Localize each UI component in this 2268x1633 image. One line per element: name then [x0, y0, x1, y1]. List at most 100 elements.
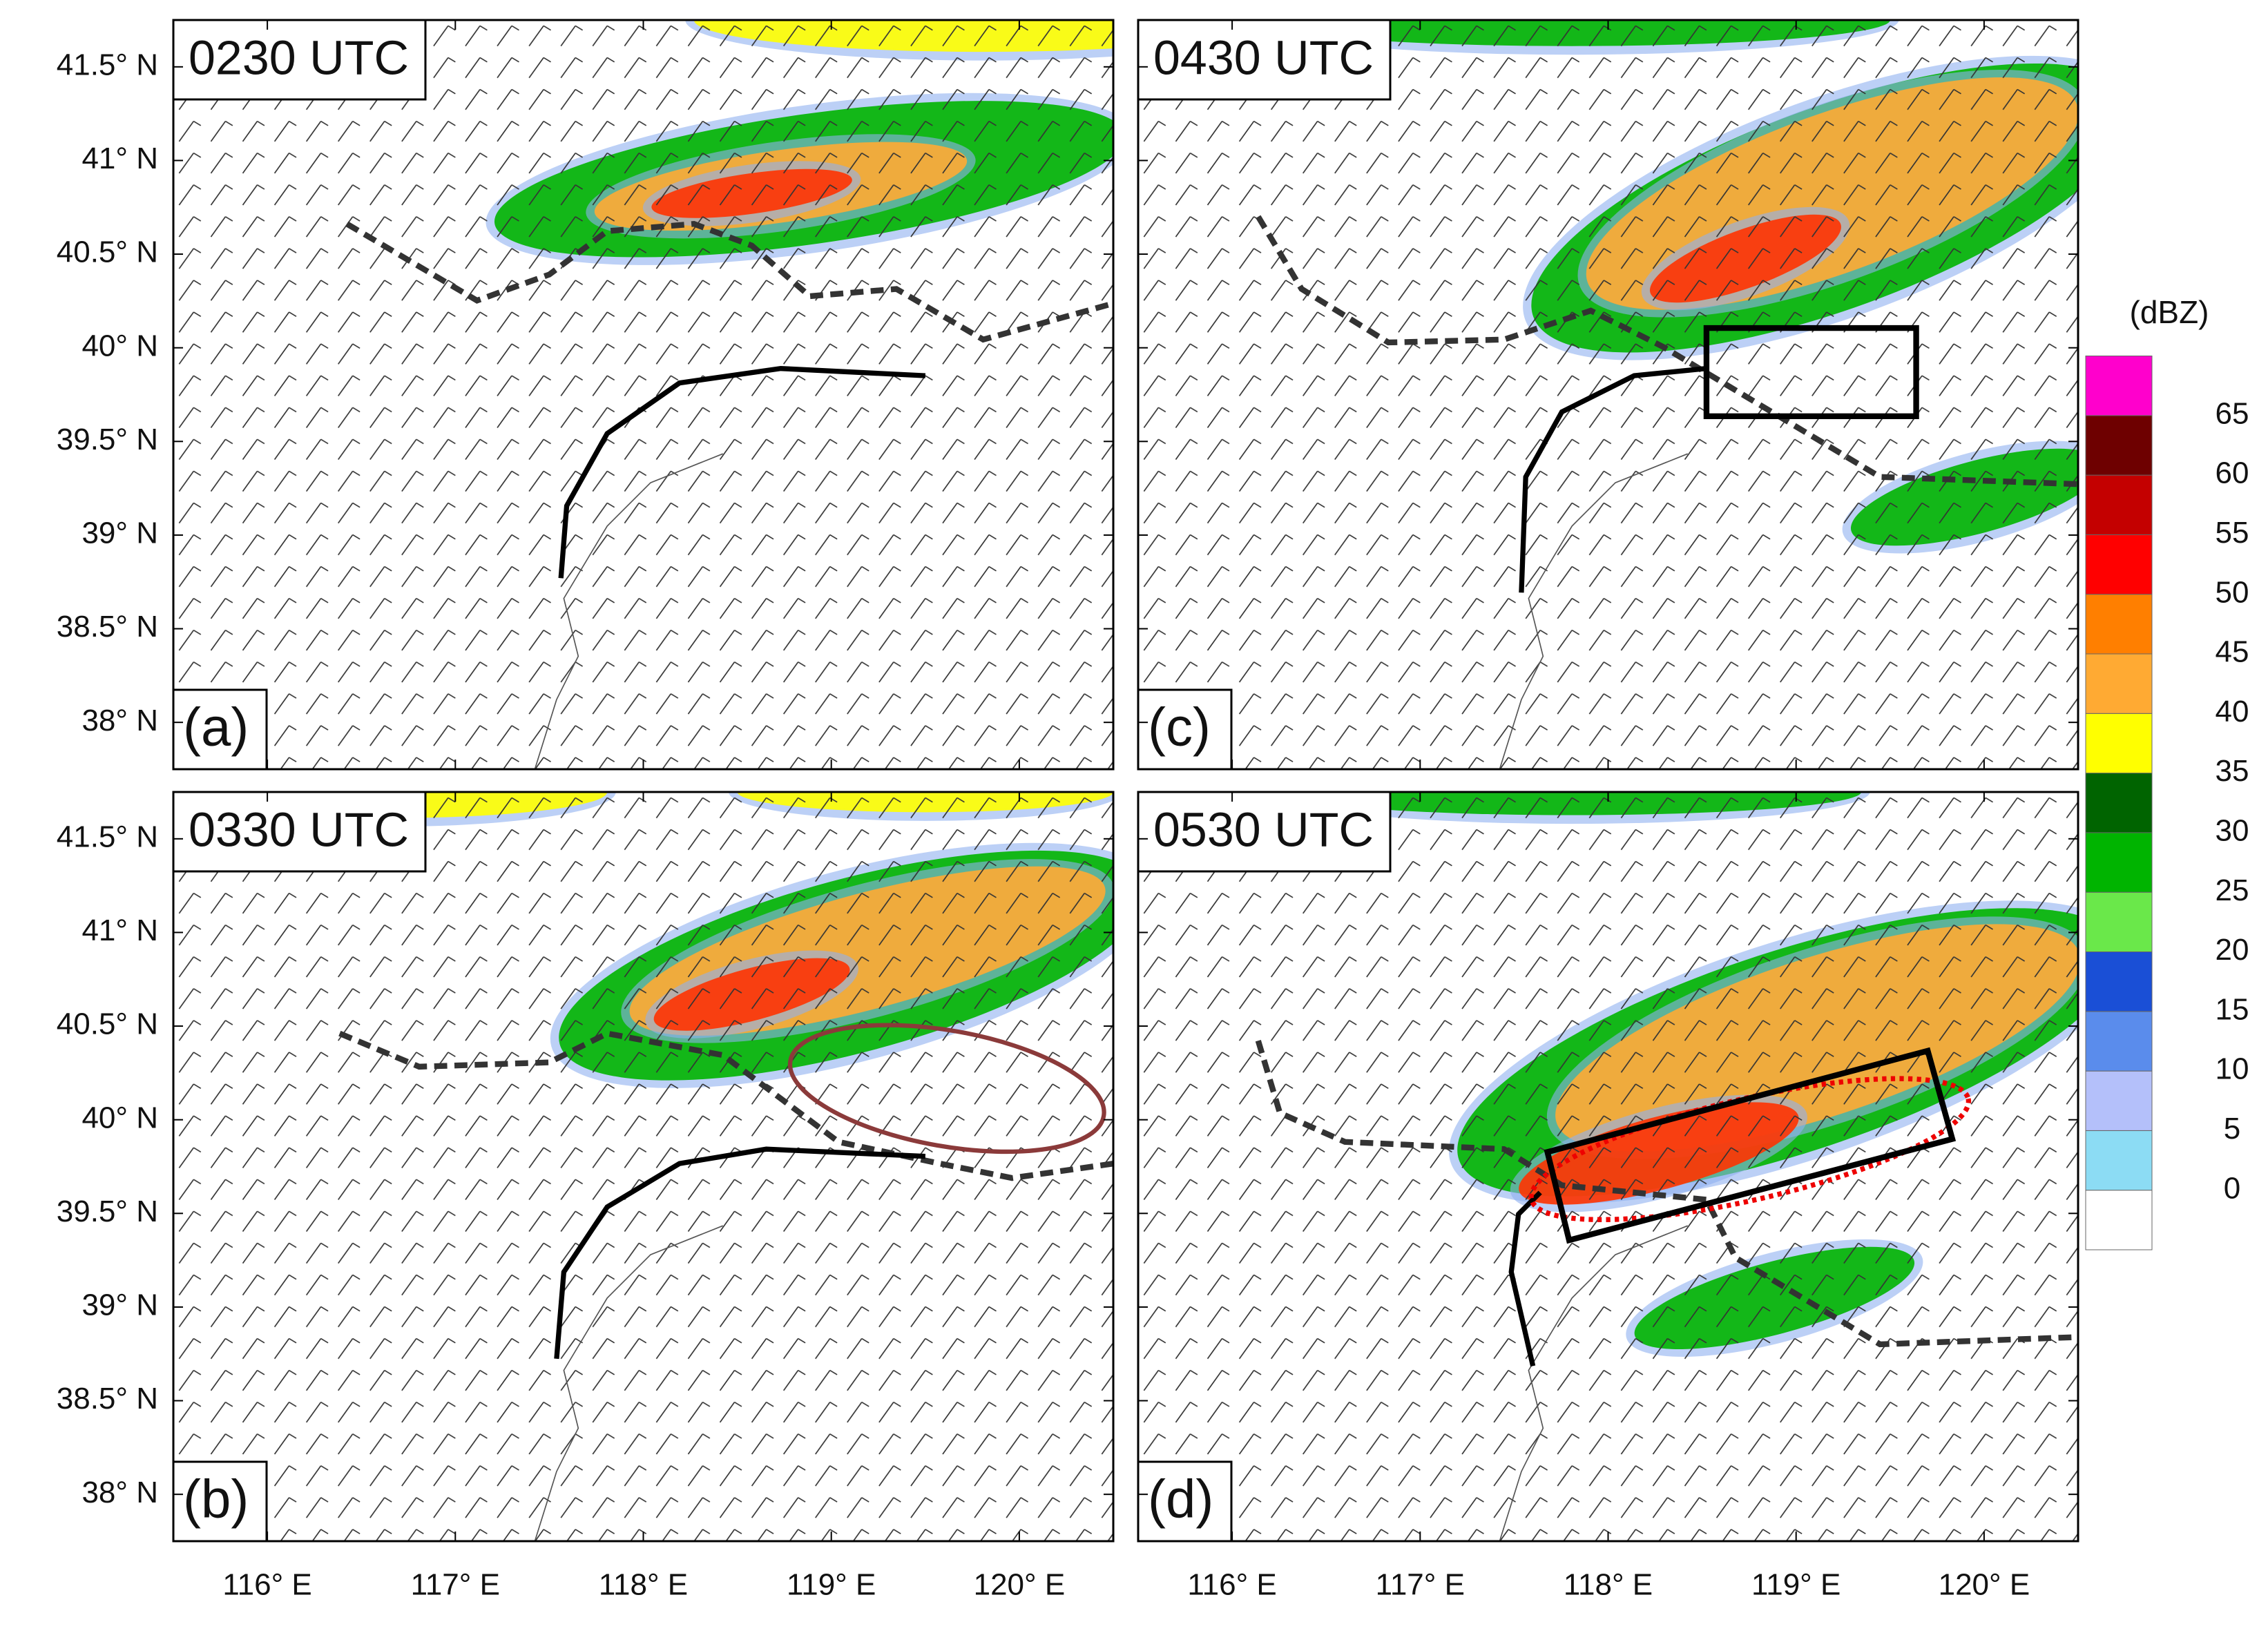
colorbar-label: 15 — [2216, 992, 2249, 1026]
coastline — [534, 453, 724, 769]
colorbar-bin — [2085, 594, 2153, 655]
x-tick-label: 116° E — [1187, 1568, 1276, 1602]
colorbar-bin — [2085, 356, 2153, 416]
colorbar-bin — [2085, 891, 2153, 952]
colorbar-label: 65 — [2216, 396, 2249, 430]
y-tick-label: 40° N — [81, 329, 158, 363]
y-tick-label: 38° N — [81, 1476, 158, 1509]
colorbar-bin — [2085, 832, 2153, 893]
colorbar-bin — [2085, 773, 2153, 833]
panel-letter-box — [172, 1460, 268, 1543]
x-tick-label: 119° E — [787, 1568, 876, 1602]
map-panel: 0530 UTC (d) — [1137, 791, 2079, 1543]
map-panel: 0330 UTC (b) — [172, 791, 1115, 1543]
coastline — [1499, 453, 1689, 769]
colorbar-bin — [2085, 474, 2153, 535]
colorbar-label: 45 — [2216, 635, 2249, 669]
wind-barbs — [173, 792, 1114, 1541]
y-tick-label: 40.5° N — [57, 235, 158, 269]
y-tick-label: 40.5° N — [57, 1007, 158, 1041]
y-tick-label: 38.5° N — [57, 610, 158, 644]
colorbar-bin — [2085, 415, 2153, 476]
x-tick-label: 116° E — [222, 1568, 311, 1602]
colorbar-bin — [2085, 1190, 2153, 1250]
coastline — [1499, 1225, 1689, 1541]
panel-letter-box — [1137, 688, 1233, 771]
y-tick-label: 41° N — [81, 914, 158, 947]
panel-letter-box — [172, 688, 268, 771]
time-label-box — [172, 19, 427, 101]
colorbar-bin — [2085, 713, 2153, 774]
panel-letter: (d) — [1148, 1469, 1213, 1529]
colorbar-label: 50 — [2216, 575, 2249, 609]
y-tick-label: 39.5° N — [57, 423, 158, 456]
time-label: 0330 UTC — [189, 802, 409, 856]
time-label: 0530 UTC — [1153, 802, 1374, 856]
panel-letter-box — [1137, 1460, 1233, 1543]
highlight-box — [1544, 1047, 1957, 1244]
colorbar-label: 30 — [2216, 814, 2249, 848]
colorbar-label: 25 — [2216, 873, 2249, 907]
colorbar-label: 55 — [2216, 516, 2249, 550]
wind-barbs — [1138, 792, 2079, 1541]
y-tick-label: 40° N — [81, 1101, 158, 1134]
y-tick-label: 39.5° N — [57, 1195, 158, 1228]
colorbar-label: 0 — [2224, 1171, 2240, 1205]
y-tick-label: 41° N — [81, 142, 158, 175]
map-layer — [173, 20, 1114, 769]
highlight-box — [1703, 325, 1919, 419]
outflow-boundary — [1255, 1039, 2079, 1348]
x-tick-label: 118° E — [1564, 1568, 1653, 1602]
time-label-box — [172, 791, 427, 873]
sea-breeze-front — [554, 1146, 926, 1360]
coastline — [534, 1225, 724, 1541]
colorbar-bin — [2085, 1011, 2153, 1072]
x-tick-label: 117° E — [411, 1568, 500, 1602]
panel-letter: (c) — [1148, 697, 1211, 757]
colorbar-label: 40 — [2216, 695, 2249, 728]
time-label: 0230 UTC — [189, 30, 409, 84]
x-tick-label: 119° E — [1751, 1568, 1841, 1602]
y-tick-label: 41.5° N — [57, 48, 158, 81]
x-tick-label: 117° E — [1376, 1568, 1465, 1602]
map-panel: 0430 UTC (c) — [1137, 19, 2079, 771]
colorbar-title: (dBZ) — [2130, 294, 2209, 330]
panel-letter: (a) — [183, 697, 249, 757]
map-panel: 0230 UTC (a) — [172, 19, 1115, 771]
colorbar-label: 10 — [2216, 1052, 2249, 1086]
map-layer — [173, 792, 1114, 1541]
map-layer — [1138, 792, 2079, 1541]
x-tick-label: 118° E — [599, 1568, 688, 1602]
panel-letter: (b) — [183, 1469, 249, 1529]
y-tick-label: 38.5° N — [57, 1382, 158, 1415]
sea-breeze-front — [558, 365, 926, 579]
colorbar-label: 60 — [2216, 456, 2249, 490]
highlight-ellipse — [787, 1023, 1106, 1154]
sea-breeze-front — [1508, 1190, 1542, 1367]
map-layer — [1138, 20, 2079, 769]
outflow-boundary — [1256, 215, 2079, 487]
colorbar-label: 35 — [2216, 754, 2249, 788]
colorbar-bin — [2085, 1070, 2153, 1131]
y-tick-label: 41.5° N — [57, 820, 158, 853]
y-tick-label: 39° N — [81, 516, 158, 550]
outflow-boundary — [338, 1030, 1114, 1181]
colorbar-bin — [2085, 1130, 2153, 1191]
colorbar-bin — [2085, 653, 2153, 714]
wind-barbs — [1138, 20, 2079, 769]
outflow-boundary — [345, 221, 1114, 343]
time-label: 0430 UTC — [1153, 30, 1374, 84]
time-label-box — [1137, 19, 1392, 101]
colorbar-label: 20 — [2216, 933, 2249, 967]
x-tick-label: 120° E — [1939, 1568, 2030, 1602]
y-tick-label: 39° N — [81, 1288, 158, 1322]
colorbar-label: 5 — [2224, 1112, 2240, 1146]
wind-barbs — [173, 20, 1114, 769]
y-tick-label: 38° N — [81, 704, 158, 737]
sea-breeze-front — [1519, 366, 1707, 593]
time-label-box — [1137, 791, 1392, 873]
colorbar-bin — [2085, 534, 2153, 595]
colorbar-bin — [2085, 951, 2153, 1012]
